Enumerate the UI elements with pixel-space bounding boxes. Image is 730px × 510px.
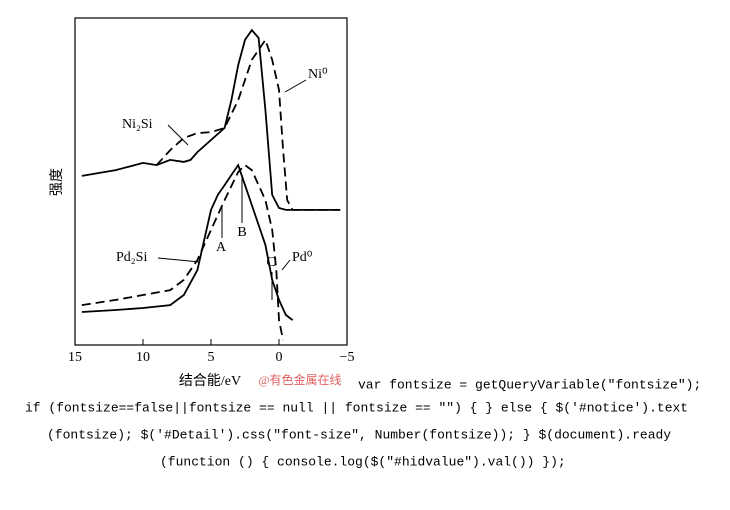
annotation: B xyxy=(237,225,246,240)
code-line: var fontsize = getQueryVariable("fontsiz… xyxy=(358,377,701,392)
plot-frame xyxy=(74,17,348,346)
series-label: Pd₂Si xyxy=(116,250,147,265)
x-tick-label: 10 xyxy=(136,350,150,365)
series-label: Pd⁰ xyxy=(292,250,313,265)
x-tick-label: 0 xyxy=(276,350,283,365)
annotation: C xyxy=(266,255,275,270)
series-line xyxy=(155,37,341,211)
annotation: A xyxy=(216,240,227,255)
x-tick-label: 15 xyxy=(68,350,82,365)
leader-line xyxy=(167,124,189,146)
series-line xyxy=(81,163,284,341)
leader-line xyxy=(281,259,291,271)
series-label: Ni₂Si xyxy=(122,117,153,132)
x-axis-label: 结合能/eV xyxy=(179,373,241,389)
x-tick-label: −5 xyxy=(340,350,355,365)
code-line: (fontsize); $('#Detail').css("font-size"… xyxy=(47,427,671,442)
code-line: if (fontsize==false||fontsize == null ||… xyxy=(25,400,688,415)
x-tick-label: 5 xyxy=(208,350,215,365)
watermark: @有色金属在线 xyxy=(258,372,341,387)
leader-line xyxy=(157,257,201,263)
y-axis-label: 强度 xyxy=(49,168,65,196)
leader-line xyxy=(284,79,307,93)
series-label: Ni⁰ xyxy=(308,67,328,82)
series-line xyxy=(81,28,341,211)
code-line: (function () { console.log($("#hidvalue"… xyxy=(160,454,566,469)
